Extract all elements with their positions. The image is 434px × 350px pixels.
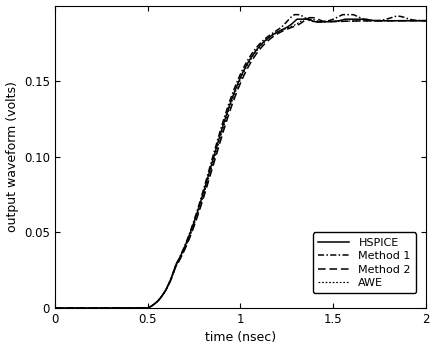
HSPICE [411, 19, 417, 23]
Method 1 [232, 84, 237, 88]
Method 2 [71, 306, 76, 310]
Method 1 [344, 13, 349, 17]
Line: AWE: AWE [55, 19, 425, 308]
Method 2 [52, 306, 57, 310]
Method 1 [422, 19, 427, 23]
Method 1 [411, 18, 417, 22]
AWE [232, 90, 237, 94]
HSPICE [411, 19, 417, 23]
HSPICE [232, 88, 237, 92]
Method 2 [306, 15, 312, 20]
Line: HSPICE: HSPICE [55, 19, 425, 308]
Method 2 [411, 19, 417, 23]
Method 1 [292, 13, 297, 17]
AWE [411, 19, 417, 23]
Method 2 [411, 19, 417, 23]
Method 1 [411, 18, 417, 22]
AWE [71, 306, 76, 310]
Method 2 [344, 19, 349, 23]
AWE [222, 119, 227, 123]
AWE [301, 17, 306, 21]
Method 1 [222, 112, 227, 116]
AWE [422, 19, 427, 23]
AWE [411, 19, 417, 23]
Method 1 [71, 306, 76, 310]
Method 2 [232, 94, 237, 98]
Method 2 [222, 122, 227, 127]
Method 1 [52, 306, 57, 310]
HSPICE [52, 306, 57, 310]
AWE [52, 306, 57, 310]
Line: Method 1: Method 1 [55, 15, 425, 308]
HSPICE [222, 116, 227, 120]
HSPICE [71, 306, 76, 310]
Method 2 [422, 19, 427, 23]
HSPICE [344, 17, 349, 21]
HSPICE [294, 17, 299, 21]
AWE [344, 19, 349, 23]
Line: Method 2: Method 2 [55, 18, 425, 308]
Y-axis label: output waveform (volts): output waveform (volts) [6, 81, 19, 232]
Legend: HSPICE, Method 1, Method 2, AWE: HSPICE, Method 1, Method 2, AWE [312, 232, 415, 293]
X-axis label: time (nsec): time (nsec) [204, 331, 275, 344]
HSPICE [422, 19, 427, 23]
